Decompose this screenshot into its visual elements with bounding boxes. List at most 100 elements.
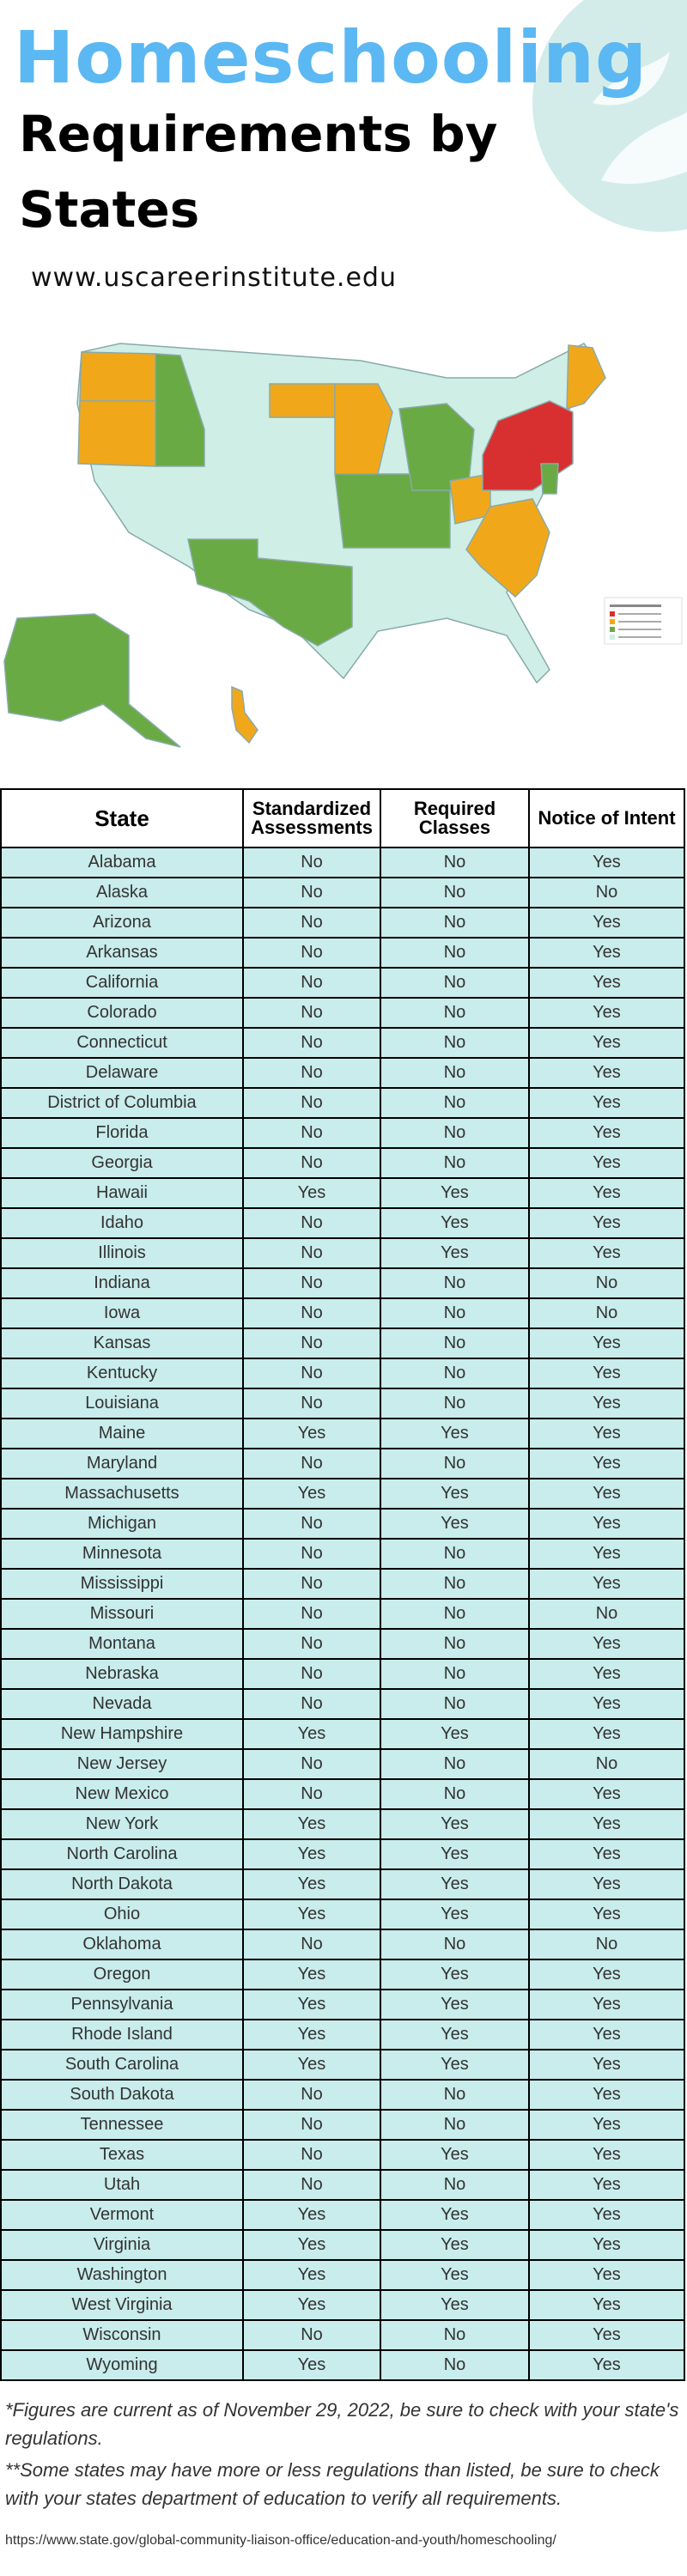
state-cell: Virginia <box>0 2229 244 2261</box>
requirement-cell: No <box>242 1598 381 1630</box>
requirement-cell: No <box>380 847 530 878</box>
state-cell: Vermont <box>0 2199 244 2231</box>
requirement-cell: Yes <box>528 967 685 999</box>
requirement-cell: Yes <box>242 2349 381 2381</box>
legend-swatch <box>610 611 615 617</box>
table-row: Georgia No No Yes <box>0 1147 685 1179</box>
state-cell: Alabama <box>0 847 244 878</box>
table-body: Alabama No No Yes Alaska No No No Arizona No No Yes… <box>0 847 685 2381</box>
footnote: **Some states may have more or less regu… <box>5 2459 660 2509</box>
requirement-cell: No <box>242 1778 381 1810</box>
requirement-cell: Yes <box>242 1868 381 1900</box>
table-row: Hawaii Yes Yes Yes <box>0 1177 685 1209</box>
legend-line <box>618 621 661 623</box>
legend-line <box>618 636 661 638</box>
table-row: Massachusetts Yes Yes Yes <box>0 1478 685 1510</box>
state-cell: Nebraska <box>0 1658 244 1690</box>
state-cell: Florida <box>0 1117 244 1149</box>
requirement-cell: Yes <box>528 1207 685 1239</box>
map-alaska <box>3 613 181 748</box>
table-row: Vermont Yes Yes Yes <box>0 2199 685 2231</box>
map-hawaii <box>231 685 258 744</box>
table-row: South Carolina Yes Yes Yes <box>0 2049 685 2081</box>
requirement-cell: No <box>242 1628 381 1660</box>
requirement-cell: No <box>242 2169 381 2201</box>
state-cell: Minnesota <box>0 1538 244 1570</box>
table-row: Indiana No No No <box>0 1267 685 1299</box>
legend-swatch <box>610 627 615 632</box>
requirement-cell: Yes <box>380 2259 530 2291</box>
table-row: Utah No No Yes <box>0 2169 685 2201</box>
requirement-cell: No <box>380 907 530 939</box>
state-cell: Kansas <box>0 1327 244 1359</box>
table-row: Rhode Island Yes Yes Yes <box>0 2019 685 2050</box>
requirement-cell: No <box>380 1267 530 1299</box>
legend-heading <box>610 605 661 607</box>
table-row: Maine Yes Yes Yes <box>0 1418 685 1449</box>
table-row: New Hampshire Yes Yes Yes <box>0 1718 685 1750</box>
table-row: Delaware No No Yes <box>0 1057 685 1089</box>
requirement-cell: Yes <box>528 2169 685 2201</box>
state-cell: New Jersey <box>0 1748 244 1780</box>
requirement-cell: Yes <box>528 1117 685 1149</box>
requirement-cell: Yes <box>528 2019 685 2050</box>
requirement-cell: Yes <box>380 1868 530 1900</box>
requirement-cell: Yes <box>528 1718 685 1750</box>
table-row: Arizona No No Yes <box>0 907 685 939</box>
table-row: Oklahoma No No No <box>0 1929 685 1960</box>
table-row: Wyoming Yes No Yes <box>0 2349 685 2381</box>
table-row: Oregon Yes Yes Yes <box>0 1959 685 1990</box>
map-north-dakota <box>269 383 336 418</box>
state-cell: Kentucky <box>0 1358 244 1389</box>
requirement-cell: No <box>242 847 381 878</box>
requirement-cell: No <box>242 1568 381 1600</box>
requirements-table: State Standardized Assessments Required Cl… <box>0 788 685 2381</box>
requirement-cell: No <box>380 1538 530 1570</box>
requirement-cell: No <box>380 1327 530 1359</box>
requirement-cell: Yes <box>528 1899 685 1930</box>
table-row: Montana No No Yes <box>0 1628 685 1660</box>
requirement-cell: Yes <box>528 2319 685 2351</box>
table-row: Nebraska No No Yes <box>0 1658 685 1690</box>
state-cell: South Dakota <box>0 2079 244 2111</box>
state-cell: Ohio <box>0 1899 244 1930</box>
requirement-cell: Yes <box>528 2259 685 2291</box>
table-row: Maryland No No Yes <box>0 1448 685 1479</box>
requirement-cell: Yes <box>242 1899 381 1930</box>
requirement-cell: No <box>528 877 685 908</box>
requirement-cell: Yes <box>528 1538 685 1570</box>
requirement-cell: Yes <box>528 2109 685 2141</box>
state-cell: Hawaii <box>0 1177 244 1209</box>
requirement-cell: Yes <box>528 847 685 878</box>
requirement-cell: Yes <box>528 1658 685 1690</box>
requirement-cell: No <box>242 1117 381 1149</box>
table-row: Mississippi No No Yes <box>0 1568 685 1600</box>
requirement-cell: Yes <box>380 1237 530 1269</box>
requirement-cell: No <box>242 1448 381 1479</box>
requirement-cell: No <box>380 1117 530 1149</box>
requirement-cell: Yes <box>242 1838 381 1870</box>
requirement-cell: Yes <box>528 1568 685 1600</box>
requirement-cell: No <box>380 2109 530 2141</box>
requirement-cell: Yes <box>242 2199 381 2231</box>
requirement-cell: Yes <box>528 1237 685 1269</box>
state-cell: New Mexico <box>0 1778 244 1810</box>
table-row: Ohio Yes Yes Yes <box>0 1899 685 1930</box>
map-new-jersey <box>540 463 559 495</box>
requirement-cell: Yes <box>528 1388 685 1419</box>
table-row: Nevada No No Yes <box>0 1688 685 1720</box>
legend-swatch <box>610 635 615 640</box>
table-row: District of Columbia No No Yes <box>0 1087 685 1119</box>
state-cell: Michigan <box>0 1508 244 1540</box>
requirement-cell: Yes <box>242 1177 381 1209</box>
requirement-cell: Yes <box>528 2349 685 2381</box>
requirement-cell: No <box>242 1538 381 1570</box>
requirement-cell: No <box>380 937 530 969</box>
state-cell: South Carolina <box>0 2049 244 2081</box>
requirement-cell: Yes <box>380 2199 530 2231</box>
requirement-cell: Yes <box>380 1838 530 1870</box>
state-cell: Georgia <box>0 1147 244 1179</box>
requirement-cell: Yes <box>380 1418 530 1449</box>
requirement-cell: Yes <box>528 1688 685 1720</box>
requirement-cell: Yes <box>380 1959 530 1990</box>
